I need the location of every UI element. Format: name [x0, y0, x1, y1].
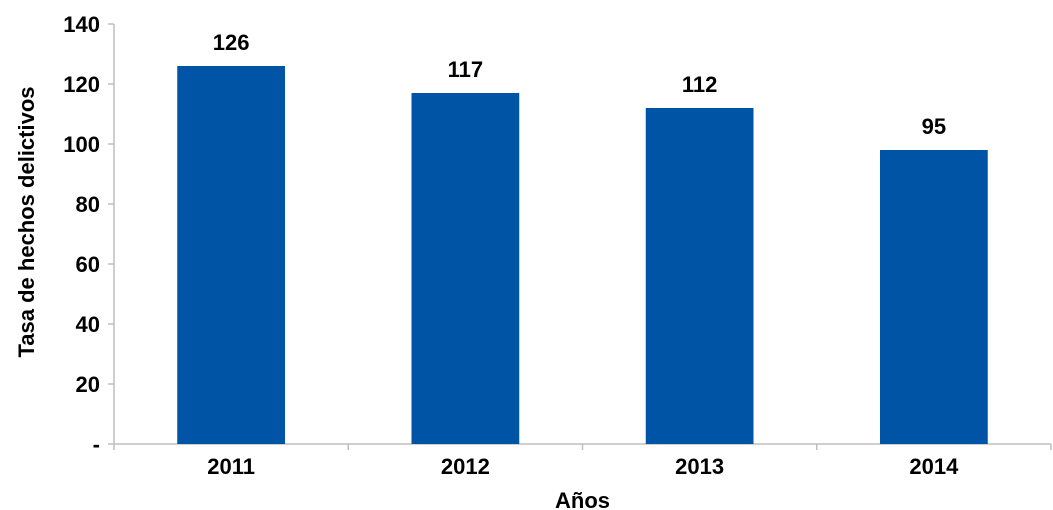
y-tick-label: 60	[76, 252, 100, 277]
y-axis-title: Tasa de hechos delictivos	[14, 86, 39, 357]
y-axis: - 20 40 60 80 100 120 140	[63, 12, 115, 457]
data-label-2011: 126	[213, 30, 250, 55]
y-tick-label: 80	[76, 192, 100, 217]
y-tick-label: 140	[63, 12, 100, 37]
x-tick-label-2012: 2012	[441, 454, 490, 479]
x-tick-label-2014: 2014	[909, 454, 959, 479]
x-axis: 2011 2012 2013 2014	[113, 443, 1052, 479]
data-labels: 126 117 112 95	[213, 30, 946, 139]
y-tick-label: 100	[63, 132, 100, 157]
data-label-2014: 95	[922, 114, 946, 139]
data-label-2012: 117	[448, 57, 484, 82]
y-tick-label: -	[93, 432, 100, 457]
y-tick-label: 20	[76, 372, 100, 397]
x-axis-title: Años	[555, 488, 610, 510]
data-label-2013: 112	[682, 72, 718, 97]
x-tick-label-2013: 2013	[675, 454, 724, 479]
y-tick-label: 120	[63, 72, 100, 97]
x-tick-label-2011: 2011	[207, 454, 255, 479]
bar-2011	[177, 66, 286, 444]
bar-2013	[645, 108, 754, 444]
y-tick-label: 40	[76, 312, 100, 337]
bars	[177, 66, 988, 444]
bar-2014	[879, 150, 988, 444]
bar-2012	[411, 93, 520, 444]
